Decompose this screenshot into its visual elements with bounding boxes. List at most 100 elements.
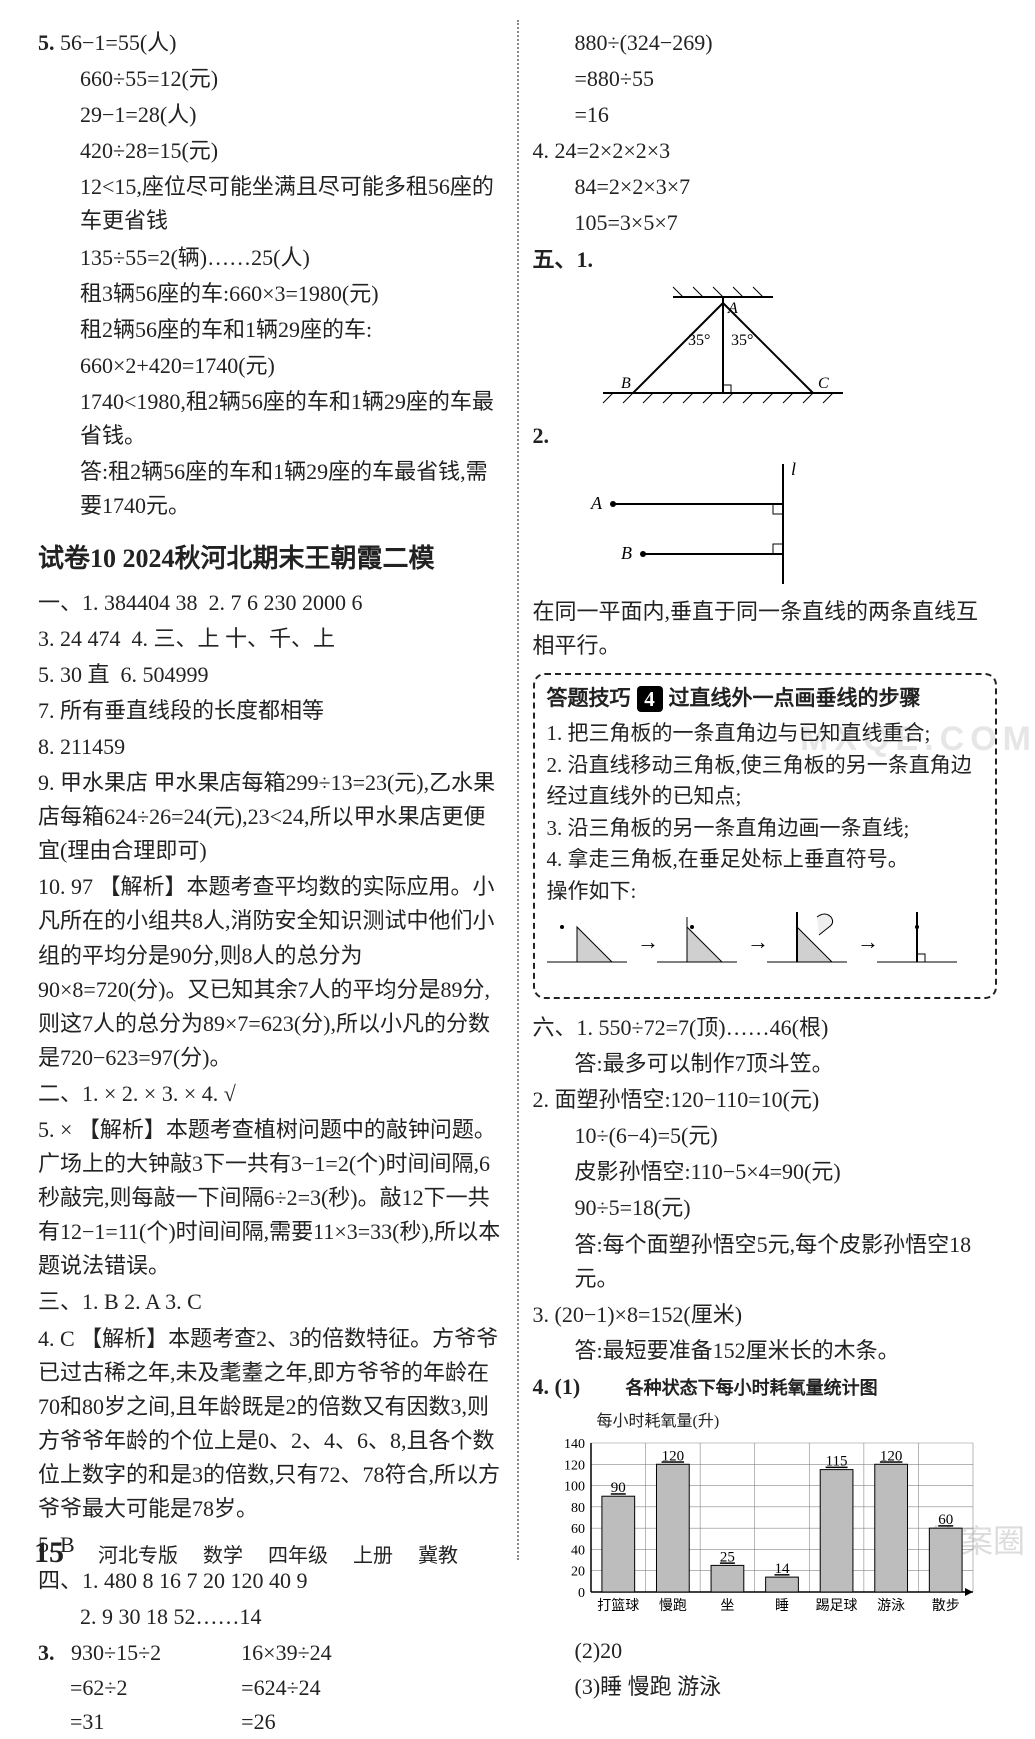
svg-text:→: → [637, 929, 659, 954]
s3-i4: 4. C 【解析】本题考查2、3的倍数特征。方爷爷已过古稀之年,未及耄耋之年,即… [38, 1322, 503, 1527]
q5-l10: 1740<1980,租2辆56座的车和1辆29座的车最省钱。 [38, 385, 503, 453]
svg-text:B: B [621, 543, 632, 563]
s2-row: 二、1. × 2. × 3. × 4. √ [38, 1077, 503, 1111]
s3-i5: 5. B [38, 1528, 503, 1562]
calcB-l1: 16×39÷24 [241, 1636, 331, 1670]
cont-l2: =880÷55 [533, 62, 998, 96]
top-border: 〰〰〰〰〰〰〰〰〰〰〰〰〰〰〰〰〰〰〰〰〰〰〰〰〰〰〰〰〰〰〰〰〰〰〰〰〰〰〰〰… [16, 6, 1019, 16]
svg-text:游泳: 游泳 [877, 1598, 905, 1614]
svg-text:60: 60 [938, 1512, 953, 1528]
q5-l3: 29−1=28(人) [38, 98, 503, 132]
right-column: 880÷(324−269) =880÷55 =16 4. 24=2×2×2×3 … [523, 20, 1008, 1560]
svg-text:80: 80 [571, 1501, 585, 1516]
s6-i2d: 90÷5=18(元) [533, 1191, 998, 1225]
page-content: 5. 56−1=55(人) 660÷55=12(元) 29−1=28(人) 42… [28, 20, 1007, 1560]
s2-i5: 5. × 【解析】本题考查植树问题中的敲钟问题。广场上的大钟敲3下一共有3−1=… [38, 1113, 503, 1283]
q5-l1: 56−1=55(人) [60, 30, 176, 55]
tip-l5: 操作如下: [547, 876, 984, 908]
s4-i2: 2. 9 30 18 52……14 [38, 1600, 503, 1634]
q5-l8: 租2辆56座的车和1辆29座的车: [38, 313, 503, 347]
svg-text:120: 120 [879, 1448, 902, 1464]
figure-triangle: A B C 35° 35° [573, 283, 873, 413]
s6-i4-3: (3)睡 慢跑 游泳 [533, 1670, 998, 1704]
q5-l4: 420÷28=15(元) [38, 134, 503, 168]
tip-steps-figure: → → → [547, 907, 967, 977]
svg-text:14: 14 [774, 1561, 790, 1577]
tip-l4: 4. 拿走三角板,在垂足处标上垂直符号。 [547, 844, 984, 876]
q5-l7: 租3辆56座的车:660×3=1980(元) [38, 277, 503, 311]
s4-i1: 四、1. 480 8 16 7 20 120 40 9 [38, 1564, 503, 1598]
svg-text:慢跑: 慢跑 [658, 1597, 686, 1614]
s6-i2e: 答:每个面塑孙悟空5元,每个皮影孙悟空18元。 [533, 1228, 998, 1296]
svg-text:l: l [791, 459, 796, 479]
fig2-label: 2. [533, 419, 998, 453]
svg-text:140: 140 [564, 1437, 585, 1452]
svg-text:→: → [747, 929, 769, 954]
s6-i4: 4. (1) 各种状态下每小时耗氧量统计图 [533, 1370, 998, 1404]
svg-text:120: 120 [564, 1458, 585, 1473]
svg-text:A: A [727, 300, 738, 317]
cont-l3: =16 [533, 98, 998, 132]
svg-text:打篮球: 打篮球 [597, 1597, 639, 1614]
svg-text:B: B [621, 375, 631, 392]
svg-text:90: 90 [610, 1480, 625, 1496]
s1-i1: 一、1. 384404 38 2. 7 6 230 2000 6 [38, 586, 503, 620]
s6-i4-2: (2)20 [533, 1634, 998, 1668]
s6-i2b: 10÷(6−4)=5(元) [533, 1119, 998, 1153]
svg-text:40: 40 [571, 1543, 585, 1558]
svg-text:0: 0 [578, 1586, 585, 1601]
tip-title-2: 过直线外一点画垂线的步骤 [669, 683, 921, 715]
chart-title: 各种状态下每小时耗氧量统计图 [626, 1378, 878, 1398]
s1-i7: 7. 所有垂直线段的长度都相等 [38, 694, 503, 728]
svg-text:120: 120 [661, 1448, 684, 1464]
tip-title: 答题技巧 4 过直线外一点画垂线的步骤 [547, 683, 984, 715]
s1-i5: 5. 30 直 6. 504999 [38, 658, 503, 692]
svg-text:100: 100 [564, 1479, 585, 1494]
calcB-l2: =624÷24 [241, 1671, 331, 1705]
tip-title-1: 答题技巧 [547, 683, 631, 715]
tip-l2: 2. 沿直线移动三角板,使三角板的另一条直角边经过直线外的已知点; [547, 750, 984, 813]
svg-text:35°: 35° [688, 332, 710, 349]
svg-text:20: 20 [571, 1564, 585, 1579]
cont-i4c: 105=3×5×7 [533, 206, 998, 240]
column-divider [517, 20, 519, 1560]
s4-i3: 3. 930÷15÷2 =62÷2 =31 16×39÷24 =624÷24 =… [38, 1636, 503, 1738]
s6-i4-label: 4. (1) [533, 1374, 581, 1399]
svg-text:60: 60 [571, 1522, 585, 1537]
tip-box: 答题技巧 4 过直线外一点画垂线的步骤 1. 把三角板的一条直角边与已知直线重合… [533, 673, 998, 999]
s1-i9: 9. 甲水果店 甲水果店每箱299÷13=23(元),乙水果店每箱624÷26=… [38, 766, 503, 868]
cont-i4b: 84=2×2×3×7 [533, 170, 998, 204]
svg-text:踢足球: 踢足球 [815, 1598, 857, 1614]
q5-l5: 12<15,座位尽可能坐满且尽可能多租56座的车更省钱 [38, 170, 503, 238]
s1-i3: 3. 24 474 4. 三、上 十、千、上 [38, 622, 503, 656]
fig1-label: 五、1. [533, 243, 998, 277]
svg-text:坐: 坐 [720, 1598, 734, 1614]
svg-text:散步: 散步 [931, 1598, 959, 1614]
s1-i10: 10. 97 【解析】本题考查平均数的实际应用。小凡所在的小组共8人,消防安全知… [38, 870, 503, 1075]
calcA-l3: =31 [38, 1705, 161, 1739]
bar-chart: 每小时耗氧量(升) 02040608010012014090打篮球120慢跑25… [543, 1410, 998, 1630]
s6-i1b: 答:最多可以制作7顶斗笠。 [533, 1047, 998, 1081]
q5-l2: 660÷55=12(元) [38, 62, 503, 96]
s6-i1a: 六、1. 550÷72=7(顶)……46(根) [533, 1011, 998, 1045]
tip-l3: 3. 沿三角板的另一条直角边画一条直线; [547, 813, 984, 845]
s6-i2a: 2. 面塑孙悟空:120−110=10(元) [533, 1083, 998, 1117]
cont-i4a: 4. 24=2×2×2×3 [533, 134, 998, 168]
paper-title: 试卷10 2024秋河北期末王朝霞二模 [38, 539, 503, 579]
calcA-l1: 930÷15÷2 [71, 1640, 161, 1665]
bar-chart-svg: 02040608010012014090打篮球120慢跑25坐14睡115踢足球… [543, 1435, 983, 1620]
calcA-l2: =62÷2 [38, 1671, 161, 1705]
svg-text:睡: 睡 [775, 1598, 789, 1614]
cont-l1: 880÷(324−269) [533, 26, 998, 60]
q5-line: 5. 56−1=55(人) [38, 26, 503, 60]
svg-text:25: 25 [719, 1549, 734, 1565]
s1-i8: 8. 211459 [38, 730, 503, 764]
s6-i2c: 皮影孙悟空:110−5×4=90(元) [533, 1155, 998, 1189]
svg-text:A: A [590, 493, 603, 513]
fig2-caption: 在同一平面内,垂直于同一条直线的两条直线互相平行。 [533, 595, 998, 663]
left-column: 5. 56−1=55(人) 660÷55=12(元) 29−1=28(人) 42… [28, 20, 513, 1560]
svg-text:C: C [818, 375, 829, 392]
s6-i3b: 答:最短要准备152厘米长的木条。 [533, 1334, 998, 1368]
tip-badge: 4 [637, 686, 663, 712]
q5-l9: 660×2+420=1740(元) [38, 349, 503, 383]
